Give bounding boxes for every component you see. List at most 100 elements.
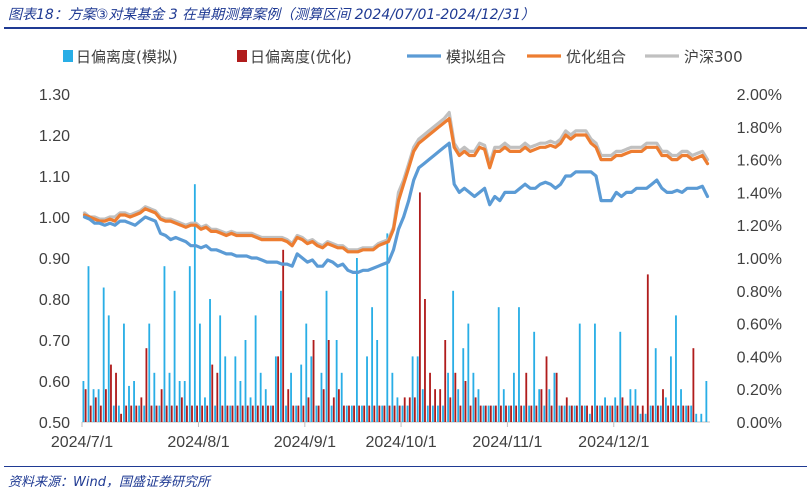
bar-opt bbox=[256, 405, 259, 422]
bar-opt bbox=[145, 348, 148, 422]
bar-sim bbox=[97, 389, 100, 422]
bar-opt bbox=[570, 405, 573, 422]
bar-opt bbox=[292, 405, 295, 422]
legend-label: 模拟组合 bbox=[446, 48, 506, 66]
bar-opt bbox=[150, 405, 153, 422]
bar-opt bbox=[363, 405, 366, 422]
bar-sim bbox=[695, 413, 698, 422]
bar-sim bbox=[224, 356, 227, 422]
bar-sim bbox=[198, 323, 201, 422]
bar-sim bbox=[188, 266, 191, 422]
bar-sim bbox=[239, 381, 242, 422]
bar-sim bbox=[437, 405, 439, 422]
bar-sim bbox=[558, 405, 561, 422]
bar-sim bbox=[533, 331, 536, 422]
bar-sim bbox=[204, 397, 206, 422]
bar-sim bbox=[492, 405, 495, 422]
bar-sim bbox=[538, 389, 541, 422]
bar-sim bbox=[305, 323, 308, 422]
x-axis: 2024/7/1 2024/8/1 2024/9/1 2024/10/1 2024/11… bbox=[51, 421, 710, 451]
bar-sim bbox=[523, 405, 525, 422]
bar-sim bbox=[112, 405, 115, 422]
bar-opt bbox=[667, 405, 669, 422]
bar-opt bbox=[540, 389, 543, 422]
bar-opt bbox=[692, 348, 695, 422]
bar-sim bbox=[659, 405, 662, 422]
bar-opt bbox=[186, 405, 188, 422]
bar-opt bbox=[373, 405, 376, 422]
bar-opt bbox=[115, 372, 117, 422]
bar-opt bbox=[89, 405, 92, 422]
y-axis-left: 0.50 0.60 0.70 0.80 0.90 1.00 1.10 1.20 1.30 bbox=[39, 87, 70, 432]
bar-sim bbox=[553, 372, 556, 422]
bar-sim bbox=[371, 307, 374, 422]
x-tick-label: 2024/9/1 bbox=[274, 434, 336, 451]
bar-opt bbox=[621, 397, 624, 422]
bar-sim bbox=[624, 405, 627, 422]
bar-sim bbox=[107, 315, 110, 422]
bar-opt bbox=[525, 372, 528, 422]
bar-opt bbox=[631, 405, 634, 422]
bar-opt bbox=[479, 405, 482, 422]
line-hs300 bbox=[82, 110, 710, 252]
bar-opt bbox=[165, 405, 168, 422]
bar-opt bbox=[216, 372, 219, 422]
line-series bbox=[82, 110, 710, 274]
bar-opt bbox=[322, 389, 325, 422]
bar-sim bbox=[234, 356, 237, 422]
bar-sim bbox=[274, 356, 277, 422]
bar-opt bbox=[429, 372, 431, 422]
y-left-tick-label: 0.60 bbox=[39, 374, 70, 391]
bar-opt bbox=[241, 405, 244, 422]
bar-sim bbox=[178, 381, 181, 422]
y-axis-right: 0.00% 0.20% 0.40% 0.60% 0.80% 1.00% 1.20% 1.40%… bbox=[737, 87, 782, 432]
y-right-tick-label: 0.80% bbox=[737, 284, 782, 301]
bar-sim bbox=[502, 389, 505, 422]
bar-sim bbox=[361, 405, 363, 422]
bar-series bbox=[82, 184, 708, 422]
legend: 日偏离度(模拟) 日偏离度(优化) 模拟组合 优化组合 沪深300 bbox=[63, 48, 743, 66]
bar-opt bbox=[155, 405, 158, 422]
bar-sim bbox=[143, 405, 146, 422]
bar-opt bbox=[337, 389, 340, 422]
bar-sim bbox=[452, 290, 455, 422]
bar-sim bbox=[193, 184, 196, 422]
y-right-tick-label: 1.60% bbox=[737, 153, 782, 170]
bar-sim bbox=[310, 356, 313, 422]
bar-opt bbox=[175, 405, 178, 422]
bar-sim bbox=[396, 397, 399, 422]
bar-opt bbox=[236, 405, 239, 422]
bar-opt bbox=[657, 405, 659, 422]
bar-opt bbox=[368, 405, 371, 422]
bar-opt bbox=[494, 405, 497, 422]
bar-sim bbox=[335, 340, 338, 422]
bar-opt bbox=[191, 405, 193, 422]
bar-sim bbox=[614, 397, 617, 422]
bar-sim bbox=[163, 266, 166, 422]
bar-opt bbox=[287, 389, 290, 422]
bar-sim bbox=[153, 372, 156, 422]
bar-sim bbox=[472, 372, 475, 422]
y-left-tick-label: 1.20 bbox=[39, 128, 70, 145]
bar-opt bbox=[398, 405, 401, 422]
y-right-tick-label: 2.00% bbox=[737, 87, 782, 104]
bar-sim bbox=[467, 323, 470, 422]
bar-sim bbox=[629, 389, 632, 422]
bar-opt bbox=[231, 405, 234, 422]
bar-opt bbox=[626, 405, 629, 422]
bar-opt bbox=[348, 405, 350, 422]
bar-sim bbox=[634, 389, 637, 422]
bar-sim bbox=[462, 348, 465, 422]
legend-label: 日偏离度(模拟) bbox=[76, 48, 178, 66]
bar-sim bbox=[705, 381, 708, 422]
bar-sim bbox=[123, 323, 125, 422]
bar-sim bbox=[604, 397, 606, 422]
bar-opt bbox=[267, 405, 269, 422]
y-left-tick-label: 0.50 bbox=[39, 415, 70, 432]
bar-opt bbox=[413, 397, 416, 422]
bar-sim bbox=[168, 372, 171, 422]
bar-opt bbox=[110, 364, 112, 422]
bar-opt bbox=[140, 397, 143, 422]
y-right-tick-label: 1.00% bbox=[737, 251, 782, 268]
bar-sim bbox=[619, 331, 622, 422]
